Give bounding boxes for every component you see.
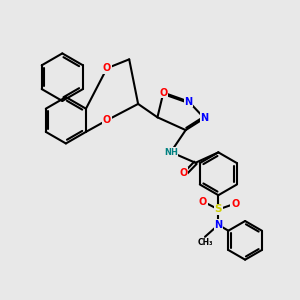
Text: NH: NH: [164, 148, 178, 157]
Text: N: N: [214, 220, 222, 230]
Text: CH₃: CH₃: [197, 238, 213, 247]
Text: N: N: [184, 97, 193, 106]
Text: O: O: [179, 168, 188, 178]
Text: O: O: [103, 115, 111, 125]
Text: O: O: [199, 197, 207, 207]
Text: O: O: [231, 199, 239, 209]
Text: S: S: [214, 204, 222, 214]
Text: O: O: [159, 88, 167, 98]
Text: N: N: [200, 113, 208, 123]
Text: O: O: [103, 63, 111, 73]
